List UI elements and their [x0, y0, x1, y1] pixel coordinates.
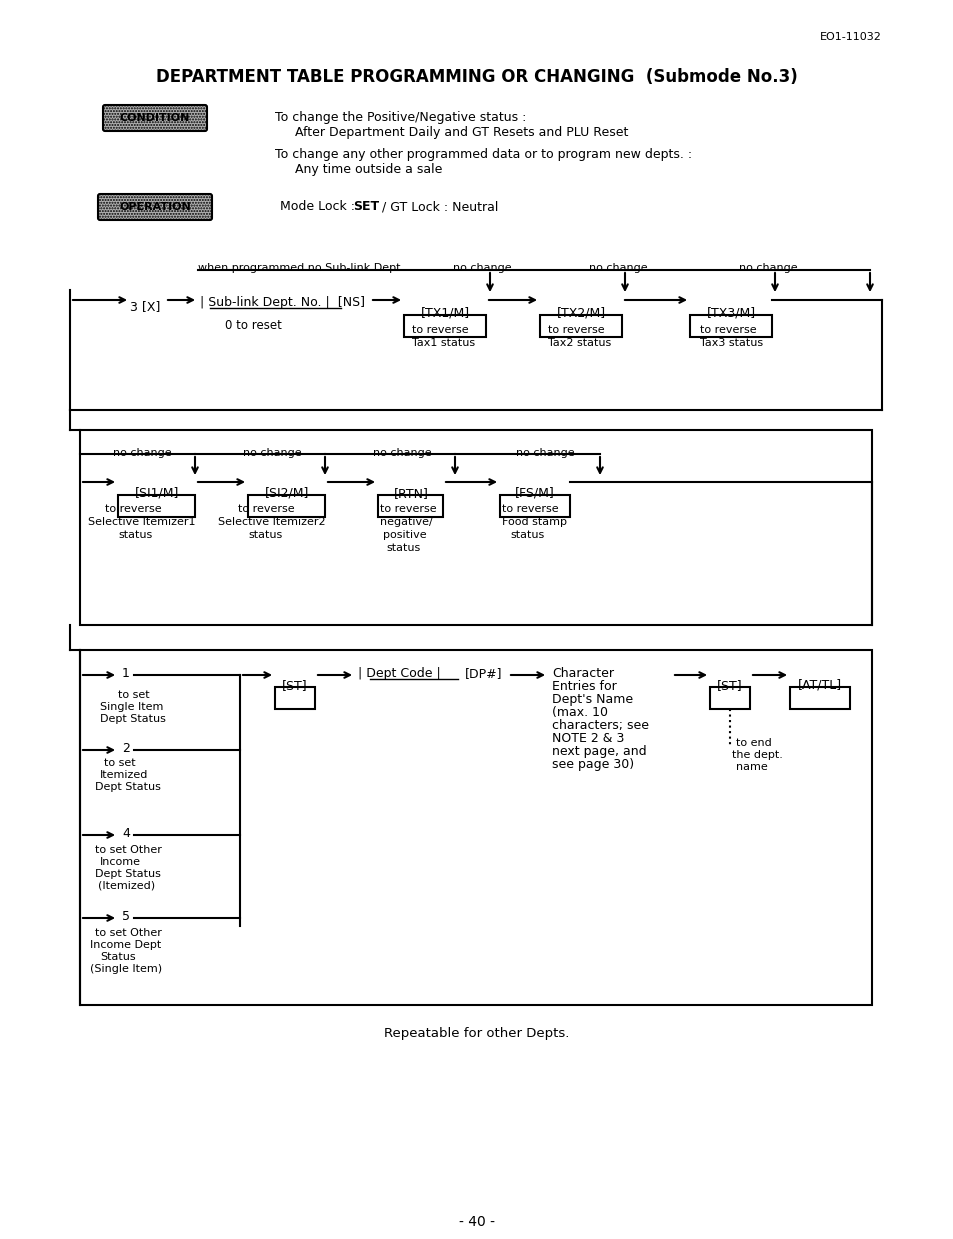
Text: [SI2/M]: [SI2/M]	[265, 487, 309, 501]
Text: to reverse: to reverse	[379, 504, 436, 514]
Text: Food stamp: Food stamp	[501, 517, 566, 527]
Text: [ST]: [ST]	[717, 679, 742, 693]
Text: SET: SET	[353, 199, 378, 213]
Text: no change: no change	[453, 263, 511, 273]
Text: to reverse: to reverse	[547, 325, 604, 335]
Text: no change: no change	[738, 263, 797, 273]
Bar	[709, 686, 749, 709]
Text: Income Dept: Income Dept	[90, 940, 161, 950]
Text: Character: Character	[552, 667, 614, 680]
Text: 3 [X]: 3 [X]	[130, 300, 160, 313]
Bar	[274, 686, 314, 709]
Bar	[689, 315, 771, 337]
Text: status: status	[386, 543, 420, 553]
Text: 1: 1	[122, 667, 130, 680]
Text: to reverse: to reverse	[105, 504, 161, 514]
Text: After Department Daily and GT Resets and PLU Reset: After Department Daily and GT Resets and…	[294, 126, 628, 139]
Text: status: status	[510, 530, 543, 540]
Text: DEPARTMENT TABLE PROGRAMMING OR CHANGING  (Submode No.3): DEPARTMENT TABLE PROGRAMMING OR CHANGING…	[156, 68, 797, 85]
Bar	[539, 315, 621, 337]
Bar	[80, 430, 871, 624]
Bar	[248, 496, 325, 517]
Text: 5: 5	[122, 909, 130, 923]
Text: (Single Item): (Single Item)	[90, 964, 162, 974]
Text: [TX2/M]: [TX2/M]	[556, 307, 605, 320]
Text: status: status	[118, 530, 152, 540]
Text: [TX1/M]: [TX1/M]	[420, 307, 469, 320]
Text: characters; see: characters; see	[552, 719, 648, 732]
Text: [TX3/M]: [TX3/M]	[706, 307, 755, 320]
Text: Single Item: Single Item	[100, 703, 163, 712]
Text: Tax1 status: Tax1 status	[412, 338, 475, 348]
Text: NOTE 2 & 3: NOTE 2 & 3	[552, 732, 623, 745]
Bar	[377, 496, 442, 517]
Text: Dept Status: Dept Status	[95, 869, 161, 878]
Text: no change: no change	[242, 449, 301, 458]
Text: to set: to set	[118, 690, 150, 700]
Text: no change: no change	[588, 263, 647, 273]
Bar	[118, 496, 194, 517]
Text: (max. 10: (max. 10	[552, 706, 607, 719]
Bar	[80, 650, 871, 1005]
Text: To change the Positive/Negative status :: To change the Positive/Negative status :	[274, 112, 526, 124]
Text: Tax3 status: Tax3 status	[700, 338, 762, 348]
Text: Dept Status: Dept Status	[100, 714, 166, 724]
Text: | Sub-link Dept. No. |  [NS]: | Sub-link Dept. No. | [NS]	[200, 296, 365, 309]
Text: Itemized: Itemized	[100, 769, 149, 781]
Text: Selective Itemizer2: Selective Itemizer2	[218, 517, 325, 527]
Text: positive: positive	[382, 530, 426, 540]
Text: name: name	[735, 762, 767, 772]
Text: To change any other programmed data or to program new depts. :: To change any other programmed data or t…	[274, 147, 691, 161]
Text: [AT/TL]: [AT/TL]	[797, 679, 841, 693]
Text: 4: 4	[122, 826, 130, 840]
Text: to reverse: to reverse	[237, 504, 294, 514]
Text: to reverse: to reverse	[501, 504, 558, 514]
Text: no change: no change	[373, 449, 431, 458]
Text: CONDITION: CONDITION	[120, 113, 190, 123]
Text: [FS/M]: [FS/M]	[515, 487, 555, 501]
Text: Income: Income	[100, 857, 141, 867]
Text: [DP#]: [DP#]	[464, 667, 502, 680]
Text: Entries for: Entries for	[552, 680, 616, 693]
Text: Dept's Name: Dept's Name	[552, 693, 633, 706]
Text: to reverse: to reverse	[412, 325, 468, 335]
Text: [RTN]: [RTN]	[394, 487, 428, 501]
Text: no change: no change	[516, 449, 574, 458]
FancyBboxPatch shape	[98, 195, 212, 221]
FancyBboxPatch shape	[103, 105, 207, 131]
Bar	[789, 686, 849, 709]
Text: Tax2 status: Tax2 status	[547, 338, 611, 348]
Text: Dept Status: Dept Status	[95, 782, 161, 792]
Text: status: status	[248, 530, 282, 540]
Text: no change: no change	[112, 449, 172, 458]
Text: / GT Lock : Neutral: / GT Lock : Neutral	[377, 199, 497, 213]
Text: next page, and: next page, and	[552, 745, 646, 758]
Text: to reverse: to reverse	[700, 325, 756, 335]
Bar	[499, 496, 569, 517]
Text: Selective Itemizer1: Selective Itemizer1	[88, 517, 195, 527]
Text: to set: to set	[104, 758, 135, 768]
Text: [ST]: [ST]	[282, 679, 308, 693]
Text: Any time outside a sale: Any time outside a sale	[294, 164, 442, 176]
Text: to set Other: to set Other	[95, 928, 162, 938]
Text: Repeatable for other Depts.: Repeatable for other Depts.	[384, 1027, 569, 1040]
Text: to end: to end	[735, 738, 771, 748]
Text: 2: 2	[122, 742, 130, 755]
Text: negative/: negative/	[379, 517, 433, 527]
Text: when programmed no Sub-link Dept: when programmed no Sub-link Dept	[198, 263, 400, 273]
Text: | Dept Code |: | Dept Code |	[357, 667, 440, 680]
Bar	[403, 315, 485, 337]
Text: Status: Status	[100, 952, 135, 961]
Text: the dept.: the dept.	[731, 750, 782, 760]
Text: 0 to reset: 0 to reset	[225, 318, 281, 332]
Text: OPERATION: OPERATION	[119, 202, 191, 212]
Text: [SI1/M]: [SI1/M]	[134, 487, 179, 501]
Text: EO1-11032: EO1-11032	[820, 32, 881, 42]
Text: - 40 -: - 40 -	[458, 1215, 495, 1229]
Text: (Itemized): (Itemized)	[98, 881, 155, 891]
Text: to set Other: to set Other	[95, 845, 162, 855]
Text: Mode Lock :: Mode Lock :	[280, 199, 358, 213]
Text: see page 30): see page 30)	[552, 758, 634, 771]
